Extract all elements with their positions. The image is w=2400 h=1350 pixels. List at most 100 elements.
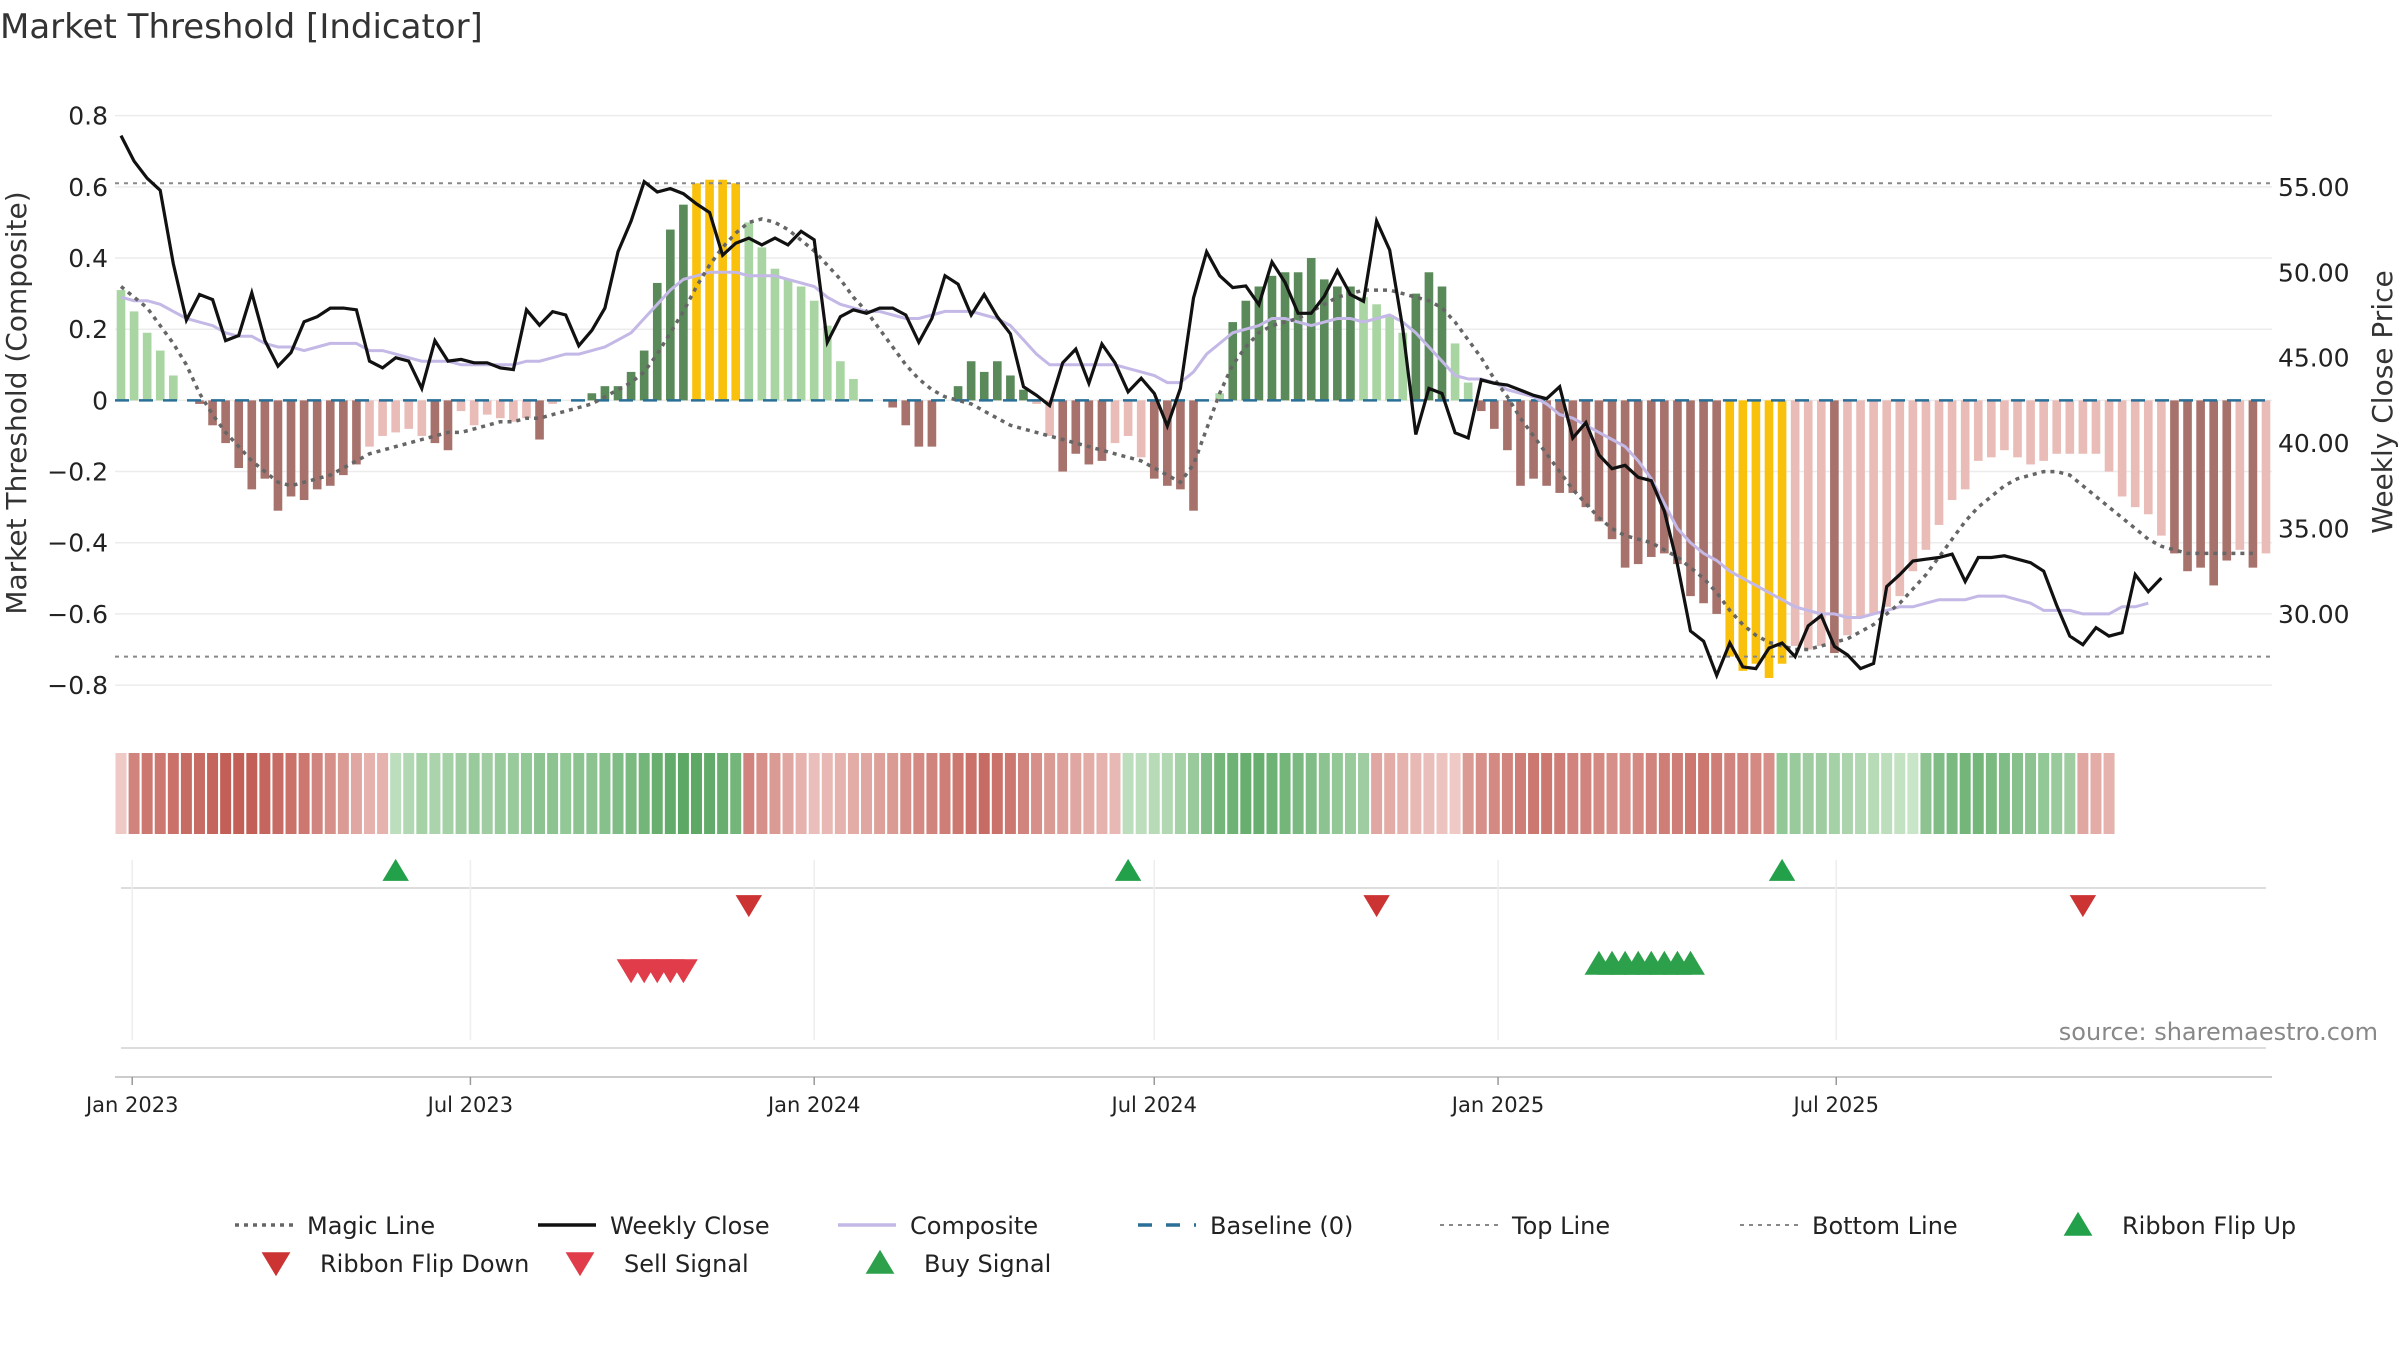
ribbon-cell-41 xyxy=(651,753,663,834)
bar-125 xyxy=(1751,400,1761,664)
ribbon-cell-9 xyxy=(233,753,245,834)
ribbon-cell-48 xyxy=(743,753,755,834)
ribbon-cell-0 xyxy=(115,753,127,834)
ribbon-cell-114 xyxy=(1606,753,1618,834)
bar-123 xyxy=(1725,400,1735,657)
y-axis-right-label: Weekly Close Price xyxy=(2366,270,2399,533)
bar-69 xyxy=(1019,389,1028,401)
ribbon-cell-15 xyxy=(311,753,323,834)
legend-ribbon-flip-up-swatch xyxy=(2063,1211,2093,1236)
y-left-tick-5: −0.2 xyxy=(47,458,108,487)
ribbon-cell-61 xyxy=(913,753,925,834)
ribbon-cell-151 xyxy=(2090,753,2102,834)
ribbon-cell-46 xyxy=(717,753,729,834)
bar-145 xyxy=(2013,400,2022,458)
bar-55 xyxy=(836,361,845,401)
bar-70 xyxy=(1032,400,1041,404)
bar-24 xyxy=(430,400,440,444)
ribbon-cell-54 xyxy=(821,753,833,834)
bar-132 xyxy=(1843,400,1852,636)
ribbon-cell-125 xyxy=(1750,753,1762,834)
bar-64 xyxy=(953,386,963,401)
bar-71 xyxy=(1045,400,1054,436)
ribbon-cell-90 xyxy=(1292,753,1304,834)
ribbon-cell-107 xyxy=(1514,753,1526,834)
x-tick-5: Jul 2025 xyxy=(1792,1093,1879,1117)
ribbon-cell-57 xyxy=(861,753,873,834)
ribbon-cell-33 xyxy=(547,753,559,834)
bar-29 xyxy=(495,400,505,419)
ribbon-cell-101 xyxy=(1436,753,1448,834)
bar-122 xyxy=(1712,400,1721,614)
bar-45 xyxy=(705,179,714,401)
ribbon-cell-152 xyxy=(2103,753,2115,834)
ribbon-cell-39 xyxy=(625,753,637,834)
legend-bottom-line-label: Bottom Line xyxy=(1812,1212,1958,1240)
ribbon-cell-150 xyxy=(2077,753,2089,834)
y-axis-right: 55.00 50.00 45.00 40.00 35.00 30.00 xyxy=(2278,173,2350,629)
ribbon-cell-24 xyxy=(429,753,441,834)
ribbon-cell-11 xyxy=(259,753,271,834)
x-tick-1: Jul 2023 xyxy=(426,1093,513,1117)
composite-line xyxy=(120,270,2149,619)
ribbon-cell-147 xyxy=(2038,753,2050,834)
ribbon xyxy=(115,753,2115,834)
ribbon-cell-76 xyxy=(1109,753,1121,834)
bar-160 xyxy=(2209,400,2218,586)
ribbon-cell-133 xyxy=(1855,753,1867,834)
ribbon-cell-137 xyxy=(1907,753,1919,834)
bar-138 xyxy=(1921,400,1931,550)
bar-159 xyxy=(2196,400,2205,568)
bar-162 xyxy=(2235,400,2245,550)
ribbon-cell-50 xyxy=(769,753,781,834)
bar-81 xyxy=(1176,400,1185,490)
ribbon-cell-45 xyxy=(704,753,716,834)
ribbon-cell-110 xyxy=(1554,753,1566,834)
bar-53 xyxy=(809,300,819,401)
x-tick-2: Jan 2024 xyxy=(766,1093,861,1117)
bar-139 xyxy=(1934,400,1944,525)
bar-43 xyxy=(679,204,688,401)
bar-120 xyxy=(1686,400,1695,597)
ribbon-flip-up-2 xyxy=(1114,858,1142,881)
bar-90 xyxy=(1293,272,1303,401)
bar-86 xyxy=(1241,300,1251,401)
bar-141 xyxy=(1960,400,1970,490)
bar-99 xyxy=(1411,293,1421,401)
series-lines xyxy=(115,134,2272,680)
ribbon-cell-43 xyxy=(677,753,689,834)
bar-140 xyxy=(1947,400,1957,501)
bar-146 xyxy=(2026,400,2035,465)
y-right-tick-5: 30.00 xyxy=(2278,600,2350,629)
ribbon-cell-149 xyxy=(2064,753,2076,834)
bar-161 xyxy=(2222,400,2232,561)
bar-15 xyxy=(312,400,322,490)
ribbon-flip-up-0 xyxy=(382,858,409,881)
bar-133 xyxy=(1856,400,1865,618)
y-left-tick-8: −0.8 xyxy=(47,671,108,700)
ribbon-cell-68 xyxy=(1004,753,1016,834)
bar-151 xyxy=(2091,400,2101,454)
ribbon-cell-124 xyxy=(1737,753,1749,834)
ribbon-cell-52 xyxy=(795,753,807,834)
ribbon-cell-8 xyxy=(220,753,232,834)
bar-129 xyxy=(1803,400,1813,650)
bar-108 xyxy=(1529,400,1538,479)
bar-96 xyxy=(1372,304,1381,401)
bar-51 xyxy=(783,279,793,401)
ribbon-cell-18 xyxy=(350,753,362,834)
ribbon-cell-63 xyxy=(939,753,951,834)
signal-markers xyxy=(121,858,2266,1049)
ribbon-cell-67 xyxy=(991,753,1003,834)
ribbon-cell-4 xyxy=(167,753,179,834)
bar-135 xyxy=(1882,400,1892,607)
ribbon-cell-92 xyxy=(1318,753,1330,834)
legend-weekly-close-label: Weekly Close xyxy=(610,1212,770,1240)
bar-106 xyxy=(1503,400,1512,451)
bar-7 xyxy=(208,400,217,426)
ribbon-cell-128 xyxy=(1789,753,1801,834)
ribbon-cell-6 xyxy=(193,753,205,834)
ribbon-cell-118 xyxy=(1658,753,1670,834)
bar-103 xyxy=(1463,382,1473,401)
